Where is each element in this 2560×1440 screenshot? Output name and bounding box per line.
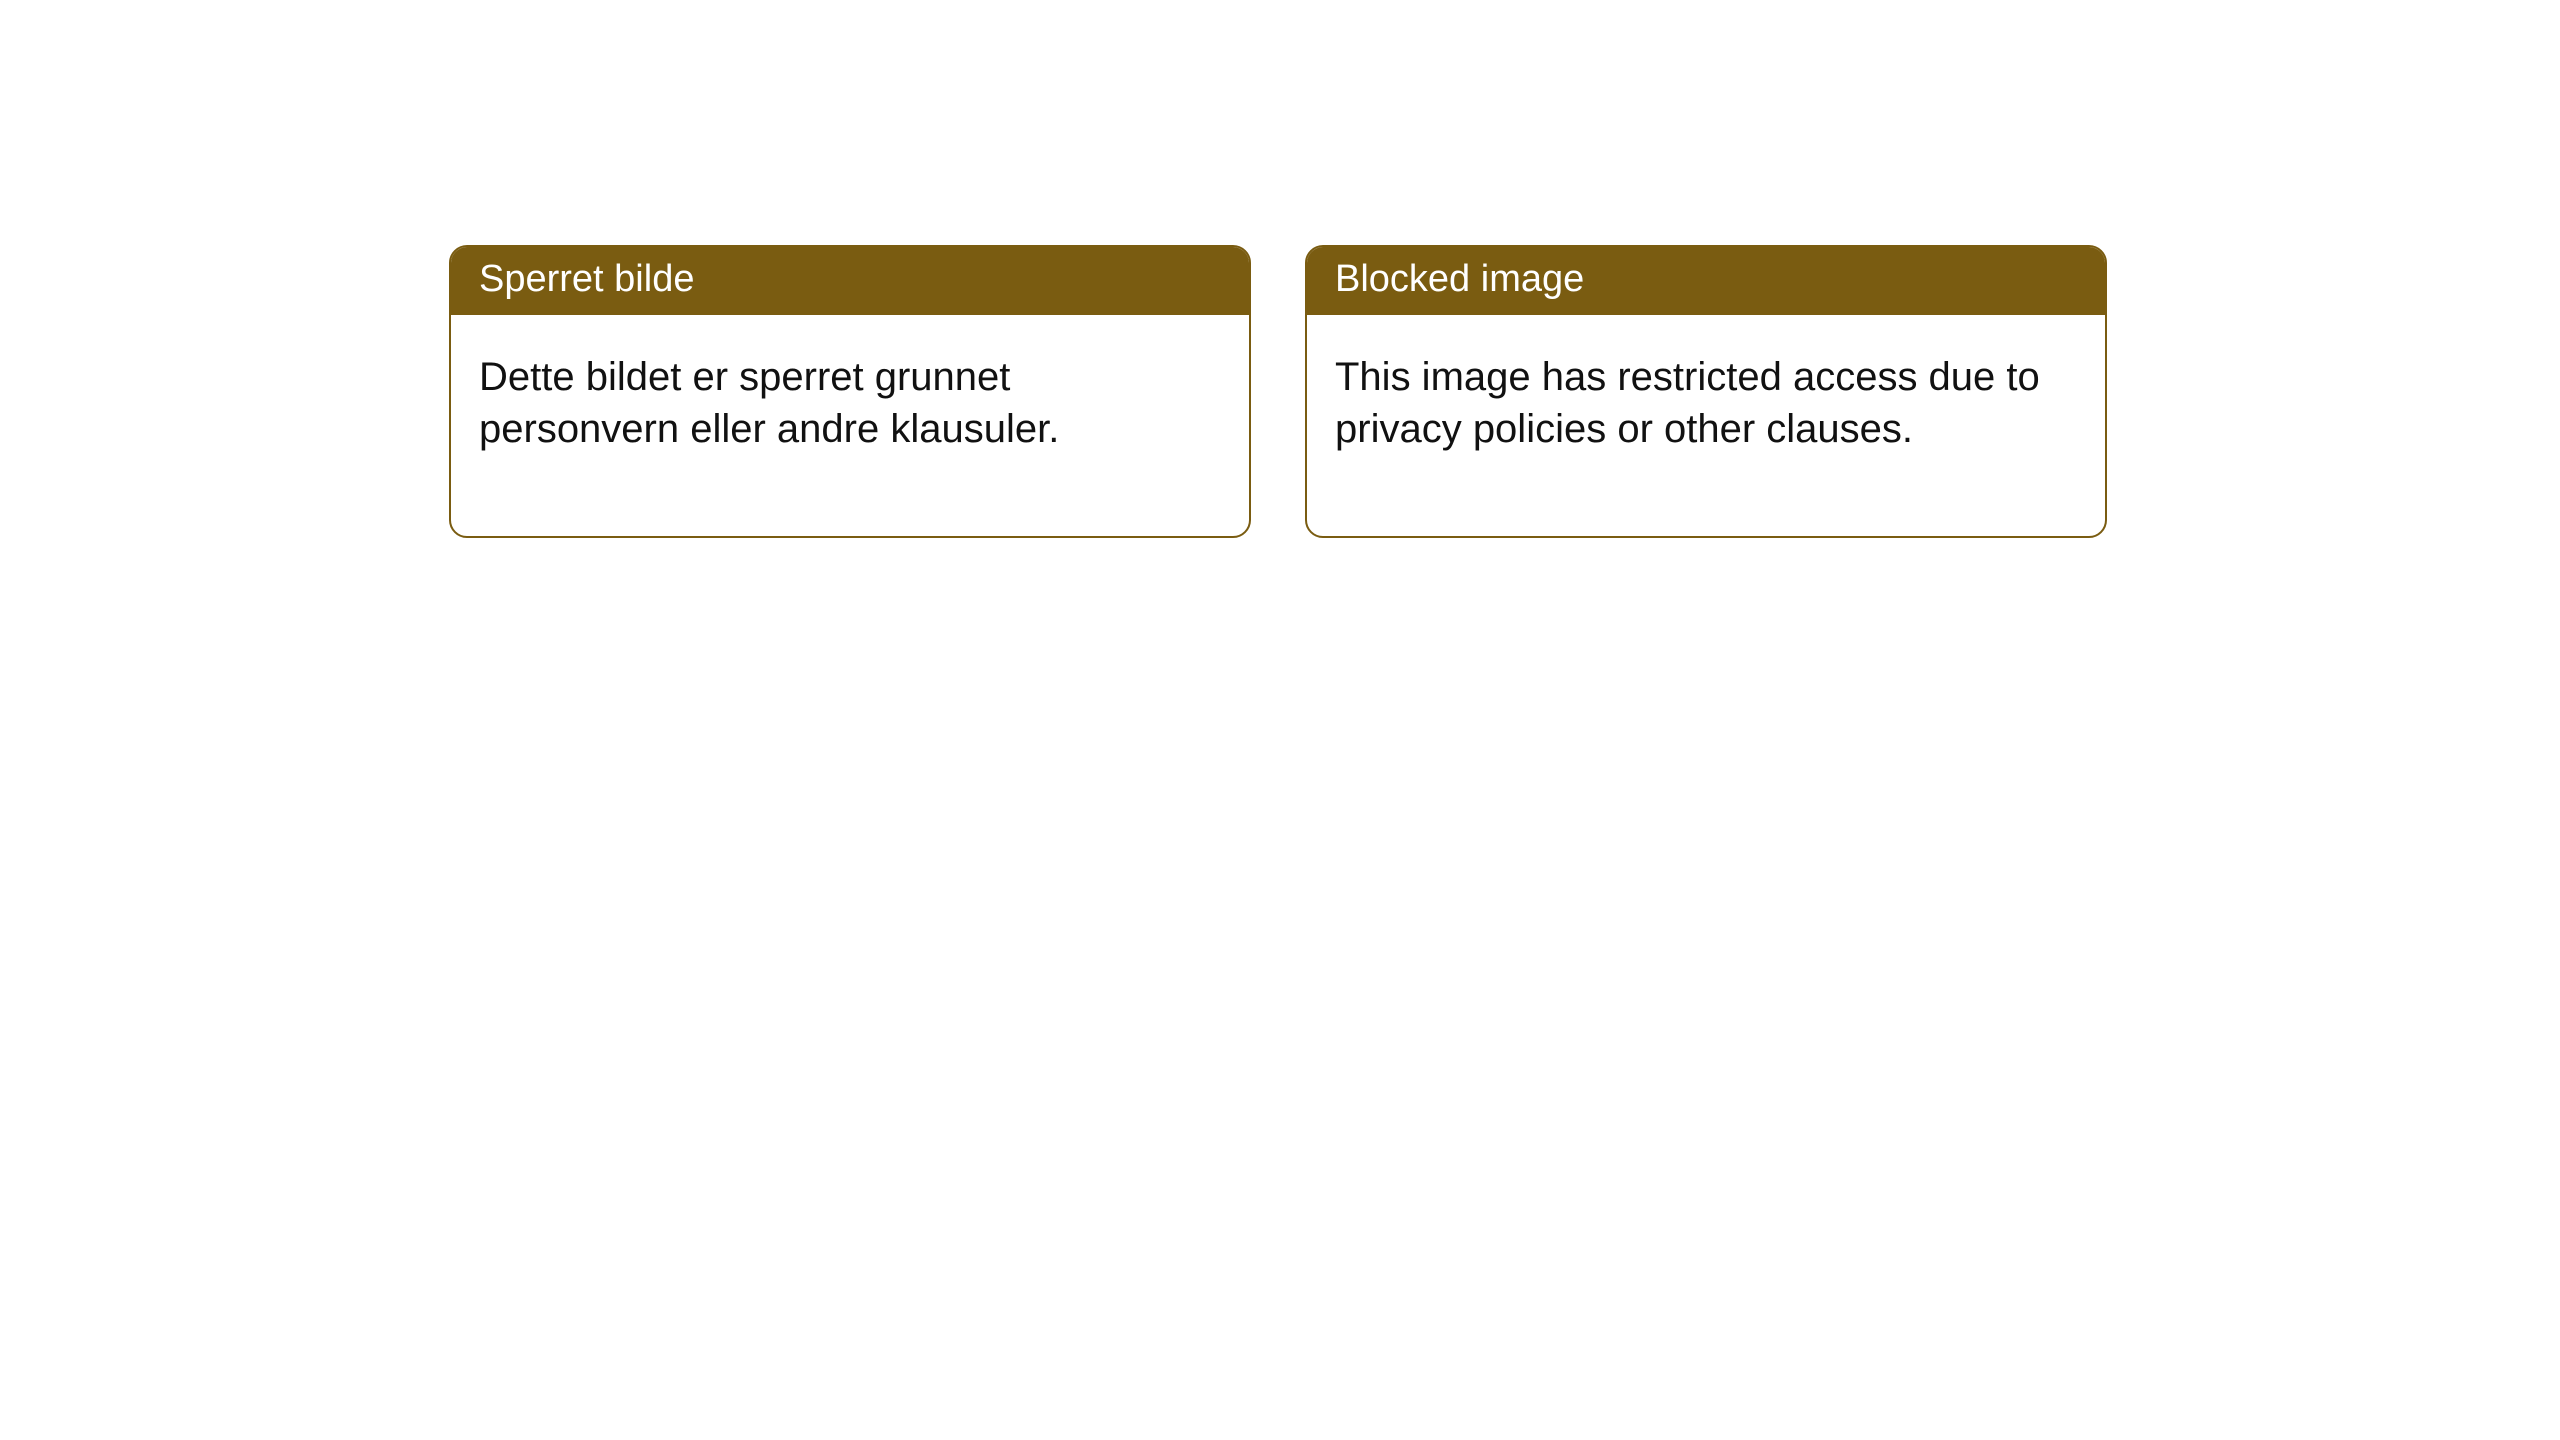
notice-card-norwegian: Sperret bilde Dette bildet er sperret gr… [449, 245, 1251, 538]
notice-title-english: Blocked image [1307, 247, 2105, 315]
notice-container: Sperret bilde Dette bildet er sperret gr… [449, 245, 2107, 538]
notice-card-english: Blocked image This image has restricted … [1305, 245, 2107, 538]
notice-body-norwegian: Dette bildet er sperret grunnet personve… [451, 315, 1249, 537]
notice-title-norwegian: Sperret bilde [451, 247, 1249, 315]
notice-body-english: This image has restricted access due to … [1307, 315, 2105, 537]
